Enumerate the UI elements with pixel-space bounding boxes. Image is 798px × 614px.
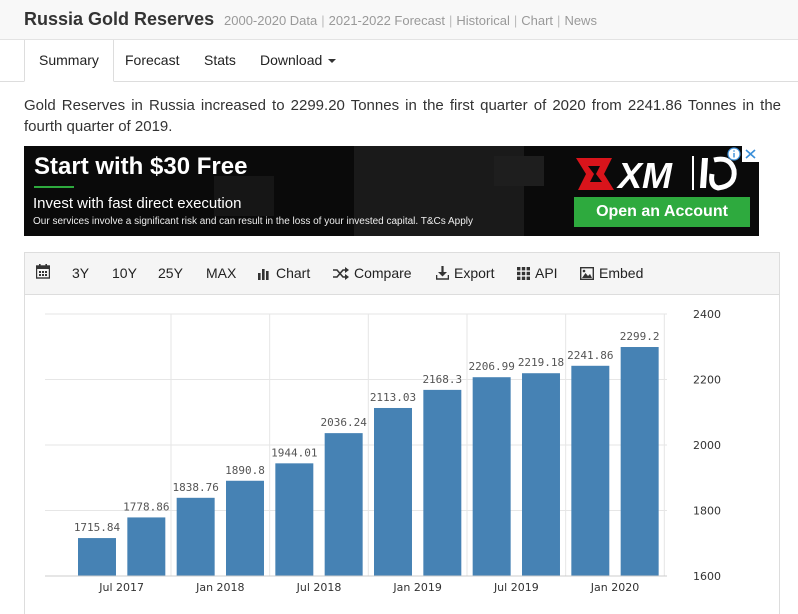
nav-separator: | [321, 13, 325, 28]
close-icon[interactable] [742, 146, 759, 162]
tab-download[interactable]: Download [260, 40, 337, 82]
y-tick-label: 2200 [693, 374, 721, 387]
bar [423, 389, 462, 576]
embed-button[interactable]: Embed [579, 265, 644, 281]
y-tick-label: 2000 [693, 439, 721, 452]
chart-panel: 1600 1800 2000 2200 2400 1715.84 1778.86 1838.7… [24, 295, 780, 614]
x-tick-label: Jan 2020 [590, 581, 639, 594]
chart-type-button[interactable]: Chart [258, 265, 310, 281]
data-label: 2113.03 [370, 391, 416, 404]
compare-button[interactable]: Compare [333, 265, 412, 281]
bar-chart: 1600 1800 2000 2200 2400 1715.841778.861838.7… [45, 308, 721, 594]
summary-text: Gold Reserves in Russia increased to 229… [24, 97, 781, 135]
data-label: 1944.01 [271, 446, 317, 459]
data-label: 2168.3 [422, 373, 462, 386]
nav-separator: | [449, 13, 453, 28]
data-label: 1778.86 [123, 500, 169, 513]
bar [620, 347, 659, 576]
tab-summary[interactable]: Summary [24, 40, 114, 82]
ad-brand-text: XM [616, 155, 673, 194]
chart-button-label: Chart [276, 265, 311, 281]
calendar-icon [35, 264, 51, 279]
api-button[interactable]: API [517, 265, 558, 281]
bar [127, 517, 166, 576]
tab-summary-label: Summary [39, 52, 99, 68]
bar-chart-icon [258, 269, 269, 280]
api-button-label: API [535, 265, 558, 281]
y-tick-label: 2400 [693, 308, 721, 321]
range-10y-button[interactable]: 10Y [112, 265, 137, 281]
shuffle-icon [333, 267, 349, 280]
tab-bar: Summary Forecast Stats Download [0, 40, 798, 82]
data-label: 2219.18 [518, 356, 564, 369]
data-label: 1890.8 [225, 464, 265, 477]
nav-link-news[interactable]: News [564, 13, 597, 28]
grid-icon [517, 267, 530, 280]
tab-stats[interactable]: Stats [204, 40, 236, 82]
bar [522, 373, 560, 576]
top-nav: 2000-2020 Data | 2021-2022 Forecast | Histor… [224, 13, 597, 28]
bar [176, 497, 215, 576]
ad-disclaimer: Our services involve a significant risk … [33, 216, 474, 227]
x-tick-label: Jul 2018 [296, 581, 342, 594]
download-icon [435, 266, 450, 280]
bar [78, 538, 116, 576]
x-tick-label: Jan 2019 [392, 581, 441, 594]
xm-logo-icon: XM [576, 155, 737, 196]
chart-toolbar: 3Y 10Y 25Y MAX Chart Compare Export API [24, 252, 780, 295]
bar [275, 463, 314, 576]
export-button-label: Export [454, 265, 495, 281]
ad-headline: Start with $30 Free [34, 153, 248, 180]
ad-close-controls[interactable] [742, 146, 759, 162]
nav-link-historical[interactable]: Historical [456, 13, 510, 28]
ad-background [214, 146, 544, 236]
embed-button-label: Embed [599, 265, 644, 281]
page-title: Russia Gold Reserves [24, 9, 215, 29]
nav-separator: | [557, 13, 561, 28]
top-bar: Russia Gold Reserves 2000-2020 Data | 2021… [0, 0, 798, 40]
x-tick-label: Jan 2018 [195, 581, 244, 594]
bar [324, 433, 363, 576]
x-tick-label: Jul 2017 [98, 581, 144, 594]
range-max-button[interactable]: MAX [206, 265, 237, 281]
compare-button-label: Compare [354, 265, 412, 281]
tab-download-label: Download [260, 52, 323, 68]
x-tick-label: Jul 2019 [493, 581, 539, 594]
bar [226, 480, 264, 576]
ad-banner[interactable]: Start with $30 Free Invest with fast dir… [24, 146, 759, 236]
range-25y-button[interactable]: 25Y [158, 265, 183, 281]
tab-stats-label: Stats [204, 52, 236, 68]
ad-brand-logo: XM [574, 152, 749, 196]
data-label: 2036.24 [320, 416, 367, 429]
bar [472, 377, 511, 576]
nav-link-chart[interactable]: Chart [521, 13, 554, 28]
data-label: 1715.84 [74, 521, 121, 534]
ad-open-account-button[interactable]: Open an Account [574, 197, 750, 227]
data-label: 1838.76 [172, 481, 218, 494]
ad-subline: Invest with fast direct execution [33, 195, 242, 212]
tab-forecast-label: Forecast [125, 52, 180, 68]
data-label: 2206.99 [468, 360, 514, 373]
nav-separator: | [513, 13, 518, 28]
tab-forecast[interactable]: Forecast [125, 40, 179, 82]
bar [571, 365, 610, 576]
calendar-button[interactable] [35, 264, 55, 280]
nav-link-data[interactable]: 2000-2020 Data [224, 13, 318, 28]
bar [374, 407, 412, 576]
image-icon [579, 266, 595, 281]
ad-underline [34, 186, 74, 188]
range-3y-button[interactable]: 3Y [72, 265, 90, 281]
chevron-down-icon [328, 59, 337, 64]
y-tick-label: 1600 [693, 570, 721, 583]
ad-info-icon[interactable] [727, 147, 741, 161]
nav-link-forecast[interactable]: 2021-2022 Forecast [328, 13, 445, 28]
data-label: 2299.2 [620, 330, 660, 343]
y-tick-label: 1800 [693, 505, 721, 518]
export-button[interactable]: Export [435, 265, 495, 281]
data-label: 2241.86 [567, 349, 613, 362]
